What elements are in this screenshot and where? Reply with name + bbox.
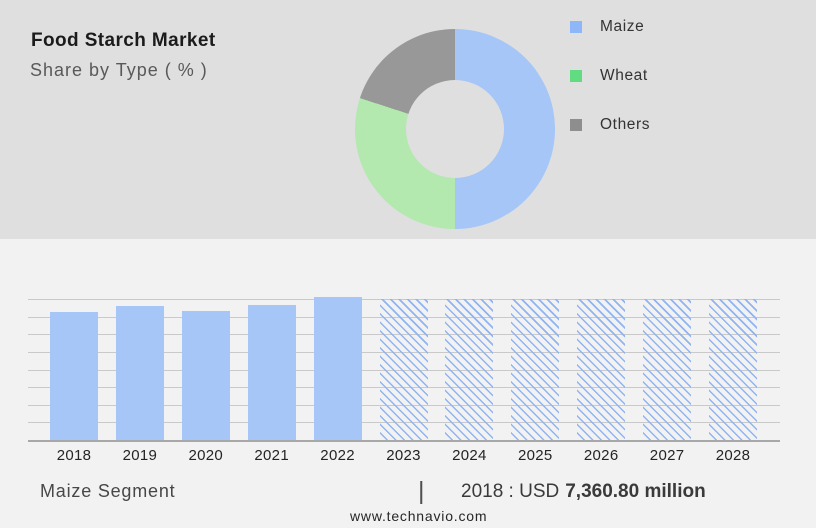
donut-hole (406, 80, 504, 178)
bar-forecast-2023 (379, 299, 428, 440)
stat-prefix: 2018 : USD (461, 481, 560, 502)
bar-forecast-2027 (643, 299, 692, 440)
x-tick-label-2018: 2018 (56, 447, 92, 464)
x-tick-label-2028: 2028 (715, 447, 751, 464)
x-tick-label-2021: 2021 (254, 447, 289, 464)
legend-label: Maize (600, 17, 645, 35)
segment-label: Maize Segment (40, 481, 176, 501)
bar-section: 2018 2019 2020 2021 2022 2023 2024 2025 2026 2027… (0, 239, 816, 528)
legend-item-wheat: Wheat (570, 66, 650, 84)
legend-label: Others (600, 115, 651, 133)
x-tick-label-2025: 2025 (518, 447, 553, 464)
stat-value: 7,360.80 million (565, 481, 706, 502)
bar-historic-2020 (181, 311, 230, 440)
bar-historic-2021 (247, 305, 296, 440)
bar-forecast-2028 (709, 299, 757, 440)
bar-historic-2018 (50, 311, 98, 440)
bar-forecast-2026 (577, 299, 626, 440)
stat-separator: | (418, 477, 425, 505)
x-tick-label-2024: 2024 (452, 447, 487, 464)
stat-line: 2018 : USD 7,360.80 million (461, 481, 706, 503)
x-tick-label-2020: 2020 (188, 447, 224, 464)
x-axis-line (28, 440, 780, 442)
page-subtitle: Share by Type ( % ) (30, 60, 208, 80)
page-title: Food Starch Market (31, 30, 216, 51)
legend-item-others: Others (570, 115, 651, 133)
legend-item-maize: Maize (570, 17, 650, 35)
legend-label: Wheat (600, 66, 648, 84)
x-tick-label-2019: 2019 (122, 447, 158, 464)
bar-historic-2022 (313, 297, 362, 440)
x-tick-label-2026: 2026 (583, 447, 619, 464)
legend-swatch-wheat (570, 69, 582, 82)
legend-swatch-maize (570, 20, 582, 33)
x-tick-label-2023: 2023 (386, 447, 421, 464)
bar-forecast-2024 (445, 299, 494, 440)
x-tick-label-2022: 2022 (320, 447, 355, 464)
bar-plot: 2018 2019 2020 2021 2022 2023 2024 2025 2026 2027… (0, 239, 816, 528)
donut-chart (355, 29, 555, 229)
pie-section: Food Starch Market Share by Type ( % ) M… (0, 0, 816, 239)
footer-url: www.technavio.com (350, 508, 488, 524)
bar-forecast-2025 (511, 299, 560, 440)
pie-legend: Maize Wheat Others (570, 17, 651, 133)
legend-swatch-others (570, 118, 582, 131)
bar-historic-2019 (115, 306, 164, 440)
x-tick-label-2027: 2027 (649, 447, 685, 464)
